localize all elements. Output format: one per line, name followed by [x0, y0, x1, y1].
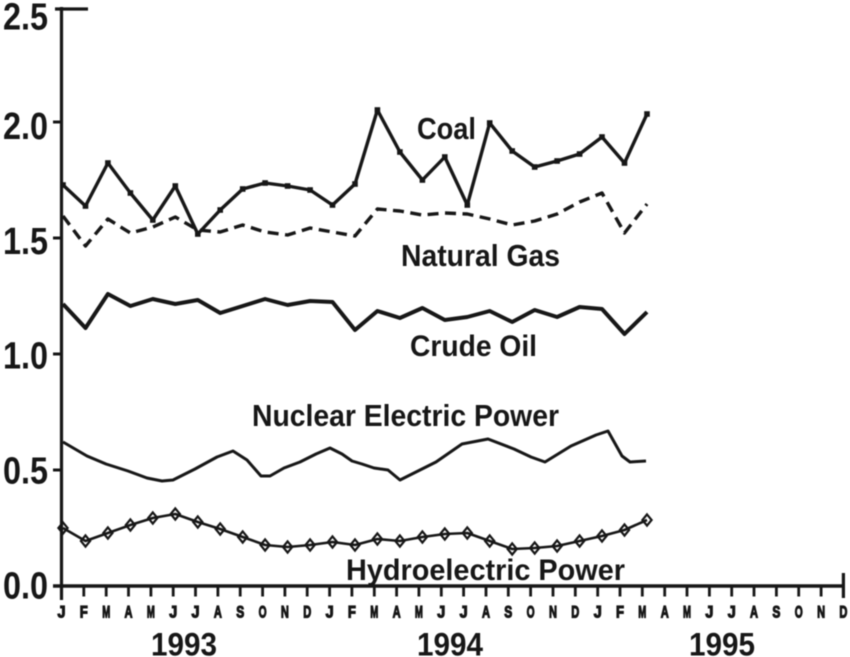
svg-text:A: A — [125, 603, 133, 622]
svg-text:M: M — [638, 603, 646, 622]
svg-text:M: M — [370, 603, 378, 622]
svg-text:D: D — [303, 603, 311, 622]
svg-text:M: M — [415, 603, 423, 622]
svg-text:M: M — [147, 603, 155, 622]
svg-text:1993: 1993 — [151, 627, 217, 657]
svg-text:1994: 1994 — [417, 627, 483, 657]
svg-text:Natural Gas: Natural Gas — [401, 238, 560, 273]
svg-text:D: D — [571, 603, 579, 622]
svg-text:J: J — [326, 603, 334, 622]
svg-text:N: N — [281, 603, 289, 622]
svg-text:0.5: 0.5 — [3, 451, 48, 493]
svg-text:D: D — [839, 603, 847, 622]
svg-text:J: J — [169, 603, 177, 622]
svg-text:1.0: 1.0 — [3, 336, 48, 378]
svg-text:J: J — [460, 603, 468, 622]
svg-text:1.5: 1.5 — [3, 221, 48, 263]
svg-text:S: S — [772, 603, 780, 622]
svg-text:Hydroelectric Power: Hydroelectric Power — [346, 554, 625, 587]
svg-text:J: J — [705, 603, 713, 622]
svg-text:F: F — [348, 603, 356, 622]
svg-text:F: F — [80, 603, 88, 622]
svg-text:Nuclear Electric Power: Nuclear Electric Power — [252, 398, 559, 433]
svg-text:0.0: 0.0 — [3, 566, 48, 608]
svg-text:A: A — [750, 603, 758, 622]
svg-text:J: J — [192, 603, 200, 622]
svg-text:2.0: 2.0 — [3, 106, 48, 148]
svg-text:J: J — [58, 603, 66, 622]
svg-text:M: M — [102, 603, 110, 622]
svg-text:A: A — [393, 603, 401, 622]
svg-text:A: A — [214, 603, 222, 622]
svg-text:Coal: Coal — [417, 111, 476, 146]
svg-text:O: O — [527, 603, 535, 622]
svg-text:J: J — [728, 603, 736, 622]
svg-text:F: F — [616, 603, 624, 622]
svg-text:Crude Oil: Crude Oil — [410, 330, 537, 363]
svg-text:O: O — [259, 603, 267, 622]
svg-text:2.5: 2.5 — [3, 0, 48, 39]
svg-text:J: J — [594, 603, 602, 622]
svg-text:M: M — [683, 603, 691, 622]
svg-text:A: A — [482, 603, 490, 622]
svg-text:N: N — [549, 603, 557, 622]
svg-text:O: O — [795, 603, 803, 622]
svg-text:A: A — [661, 603, 669, 622]
svg-text:J: J — [437, 603, 445, 622]
svg-text:N: N — [817, 603, 825, 622]
svg-text:S: S — [504, 603, 512, 622]
svg-text:1995: 1995 — [689, 627, 755, 657]
svg-text:S: S — [236, 603, 244, 622]
